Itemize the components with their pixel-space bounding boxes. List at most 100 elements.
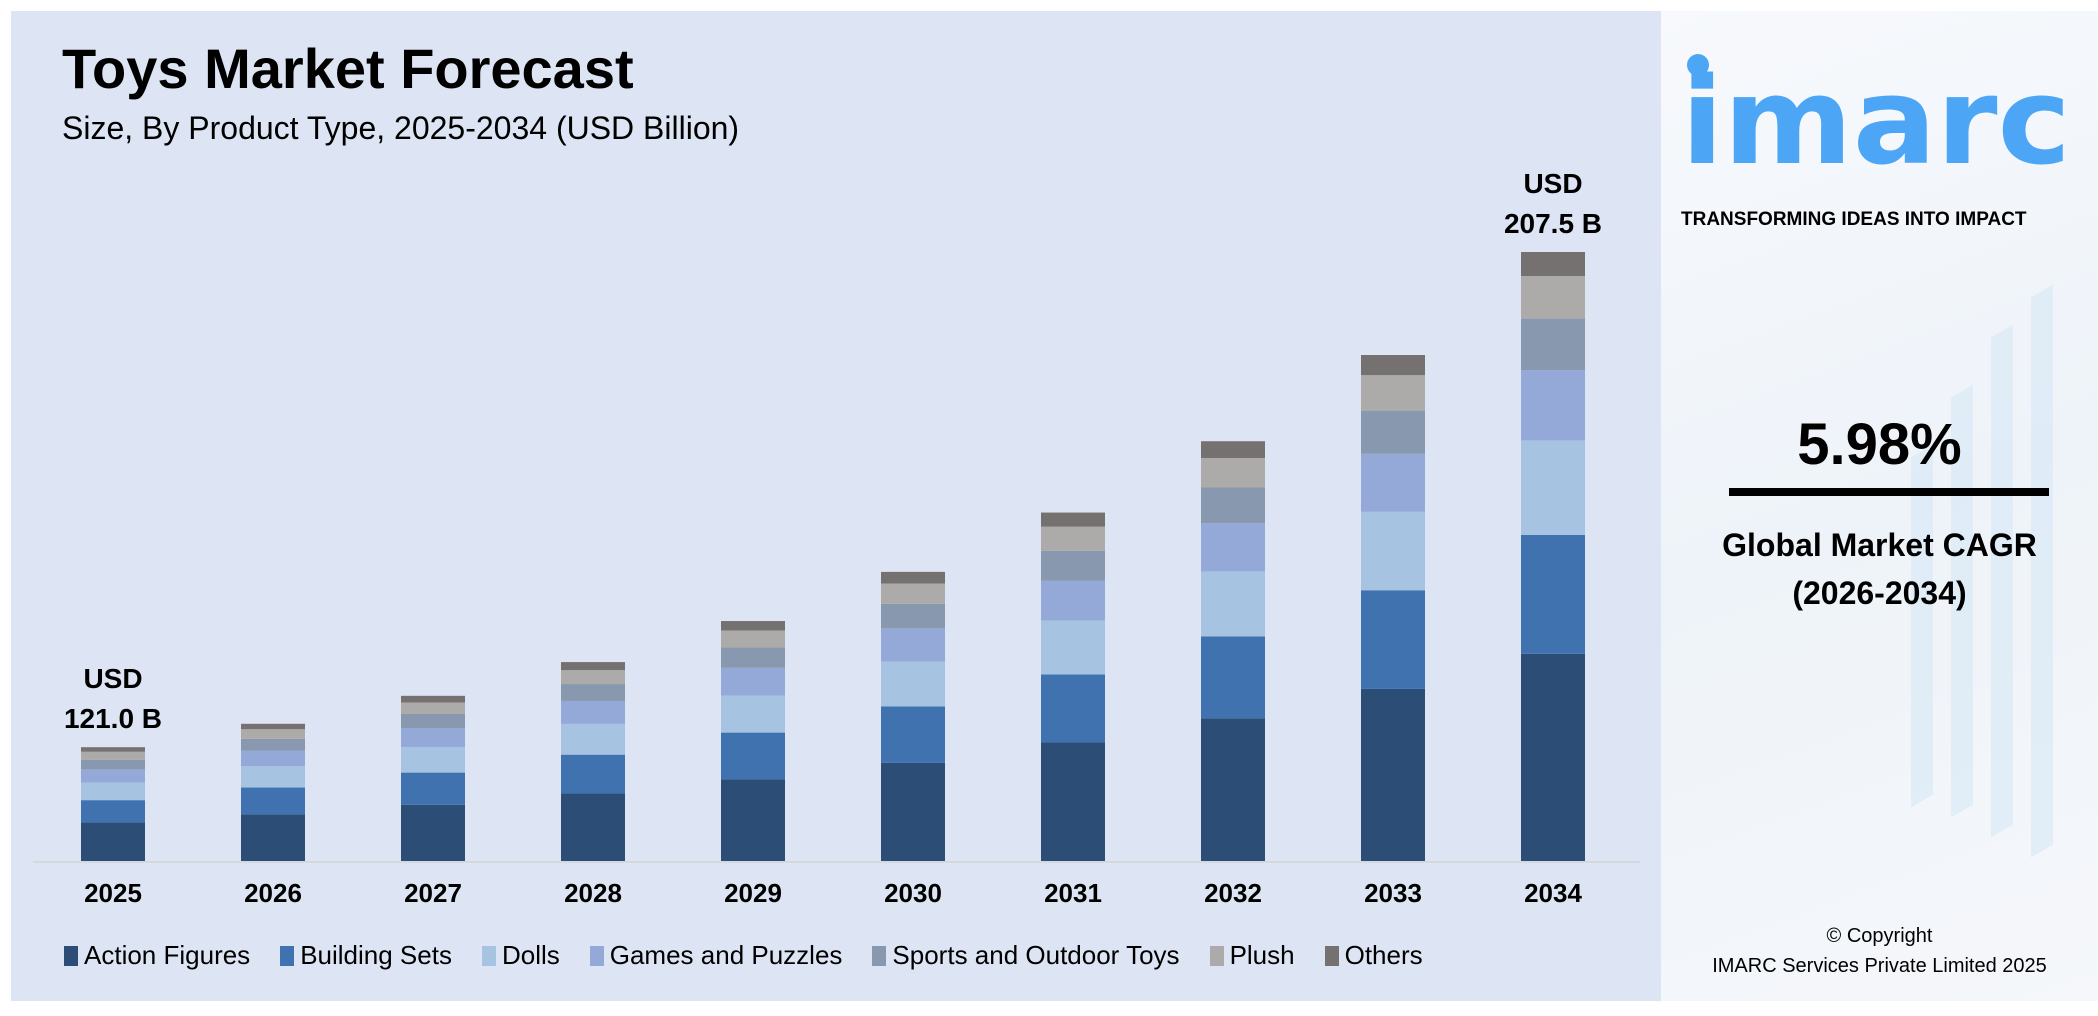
stacked-bar-chart bbox=[33, 252, 1640, 863]
legend: Action Figures Building Sets Dolls Games an… bbox=[64, 940, 1423, 971]
bar-segment-2026-sports-and-outdoor-toys bbox=[241, 738, 305, 751]
legend-label: Plush bbox=[1229, 940, 1295, 970]
bar-segment-2028-building-sets bbox=[561, 754, 625, 794]
x-tick-label: 2025 bbox=[84, 878, 142, 908]
bar-segment-2029-dolls bbox=[721, 695, 785, 733]
bar-segment-2034-dolls bbox=[1521, 440, 1585, 535]
bar-segment-2032-sports-and-outdoor-toys bbox=[1201, 487, 1265, 524]
brand-panel: imarc TRANSFORMING IDEAS INTO IMPACT 5.9… bbox=[1661, 11, 2098, 1001]
bar-segment-2034-plush bbox=[1521, 276, 1585, 319]
bar-segment-2027-games-and-puzzles bbox=[401, 728, 465, 748]
legend-item: Sports and Outdoor Toys bbox=[872, 940, 1180, 971]
legend-swatch bbox=[1209, 945, 1224, 966]
bar-segment-2030-dolls bbox=[881, 661, 945, 707]
bar-segment-2034-building-sets bbox=[1521, 534, 1585, 654]
bar-segment-2030-action-figures bbox=[881, 762, 945, 861]
bar-segment-2025-games-and-puzzles bbox=[81, 769, 145, 783]
x-tick-label: 2031 bbox=[1044, 878, 1102, 908]
legend-label: Action Figures bbox=[84, 940, 251, 970]
bar-segment-2027-action-figures bbox=[401, 804, 465, 861]
bar-segment-2032-dolls bbox=[1201, 571, 1265, 637]
total-label-text: USD bbox=[1523, 168, 1583, 199]
bar-segment-2027-sports-and-outdoor-toys bbox=[401, 713, 465, 729]
x-tick-label: 2026 bbox=[244, 878, 302, 908]
bar-segment-2034-action-figures bbox=[1521, 653, 1585, 861]
x-tick-label: 2027 bbox=[404, 878, 462, 908]
cagr-period: (2026-2034) bbox=[1792, 575, 1967, 611]
bar-segment-2032-plush bbox=[1201, 458, 1265, 488]
bar-segment-2030-building-sets bbox=[881, 706, 945, 763]
chart-subtitle: Size, By Product Type, 2025-2034 (USD Bi… bbox=[62, 110, 740, 146]
imarc-logo: imarc bbox=[1681, 53, 2071, 191]
legend-item: Building Sets bbox=[280, 940, 452, 971]
total-label-text: 207.5 B bbox=[1503, 208, 1603, 239]
bar-segment-2031-plush bbox=[1041, 526, 1105, 551]
legend-item: Plush bbox=[1209, 940, 1295, 971]
total-label-2034: USD 207.5 B bbox=[1453, 164, 1653, 244]
bar-segment-2034-sports-and-outdoor-toys bbox=[1521, 318, 1585, 371]
copyright: © Copyright IMARC Services Private Limit… bbox=[1661, 921, 2098, 981]
bar-segment-2030-others bbox=[881, 571, 945, 584]
x-tick-label: 2033 bbox=[1364, 878, 1422, 908]
bar-segment-2025-plush bbox=[81, 751, 145, 760]
bar-segment-2031-games-and-puzzles bbox=[1041, 580, 1105, 621]
chart-title: Toys Market Forecast bbox=[62, 37, 634, 100]
bar-segment-2026-others bbox=[241, 723, 305, 730]
cagr-value: 5.98% bbox=[1797, 412, 1962, 477]
cagr-label: Global Market CAGR (2026-2034) bbox=[1661, 521, 2098, 617]
legend-label: Building Sets bbox=[300, 940, 452, 970]
bar-segment-2029-games-and-puzzles bbox=[721, 667, 785, 696]
bar-segment-2034-games-and-puzzles bbox=[1521, 370, 1585, 441]
x-tick-label: 2030 bbox=[884, 878, 942, 908]
legend-label: Games and Puzzles bbox=[609, 940, 843, 970]
bar-segment-2028-plush bbox=[561, 670, 625, 685]
bar-segment-2028-dolls bbox=[561, 723, 625, 755]
total-label-2025: USD 121.0 B bbox=[13, 659, 213, 739]
bar-segment-2028-games-and-puzzles bbox=[561, 700, 625, 724]
legend-swatch bbox=[589, 945, 604, 966]
legend-swatch bbox=[872, 945, 887, 966]
bar-segment-2031-dolls bbox=[1041, 620, 1105, 675]
bar-segment-2032-building-sets bbox=[1201, 636, 1265, 719]
legend-item: Others bbox=[1324, 940, 1423, 971]
cagr-label-text: Global Market CAGR bbox=[1722, 527, 2037, 563]
bar-segment-2031-sports-and-outdoor-toys bbox=[1041, 550, 1105, 581]
legend-swatch bbox=[1324, 945, 1339, 966]
bar-segment-2025-sports-and-outdoor-toys bbox=[81, 759, 145, 770]
bar-segment-2026-action-figures bbox=[241, 814, 305, 861]
copyright-line2: IMARC Services Private Limited 2025 bbox=[1712, 955, 2047, 977]
bar-segment-2033-others bbox=[1361, 354, 1425, 376]
bar-segment-2032-others bbox=[1201, 441, 1265, 459]
bar-segment-2029-others bbox=[721, 621, 785, 631]
legend-label: Dolls bbox=[501, 940, 560, 970]
divider bbox=[1729, 488, 2049, 496]
logo-text: imarc bbox=[1681, 53, 2071, 191]
legend-label: Others bbox=[1344, 940, 1423, 970]
bar-segment-2026-building-sets bbox=[241, 787, 305, 815]
bar-segment-2027-others bbox=[401, 695, 465, 703]
bar-segment-2033-action-figures bbox=[1361, 688, 1425, 861]
bar-segment-2029-action-figures bbox=[721, 779, 785, 861]
legend-swatch bbox=[481, 945, 496, 966]
bar-segment-2028-action-figures bbox=[561, 793, 625, 861]
bar-segment-2025-building-sets bbox=[81, 800, 145, 823]
bar-segment-2031-building-sets bbox=[1041, 674, 1105, 743]
bar-segment-2025-action-figures bbox=[81, 822, 145, 861]
bar-segment-2025-others bbox=[81, 747, 145, 752]
bar-segment-2029-plush bbox=[721, 630, 785, 648]
bar-segment-2025-dolls bbox=[81, 782, 145, 801]
bar-segment-2029-building-sets bbox=[721, 732, 785, 780]
bar-segment-2033-building-sets bbox=[1361, 590, 1425, 689]
legend-item: Games and Puzzles bbox=[589, 940, 843, 971]
legend-swatch bbox=[64, 945, 78, 966]
bar-segment-2034-others bbox=[1521, 252, 1585, 277]
legend-label: Sports and Outdoor Toys bbox=[892, 940, 1180, 970]
bar-segment-2030-games-and-puzzles bbox=[881, 628, 945, 662]
tagline: TRANSFORMING IDEAS INTO IMPACT bbox=[1681, 209, 2027, 230]
x-tick-label: 2028 bbox=[564, 878, 622, 908]
bar-segment-2027-dolls bbox=[401, 747, 465, 773]
bar-segment-2029-sports-and-outdoor-toys bbox=[721, 647, 785, 668]
x-tick-label: 2032 bbox=[1204, 878, 1262, 908]
copyright-line1: © Copyright bbox=[1826, 925, 1933, 947]
bar-segment-2030-plush bbox=[881, 583, 945, 604]
